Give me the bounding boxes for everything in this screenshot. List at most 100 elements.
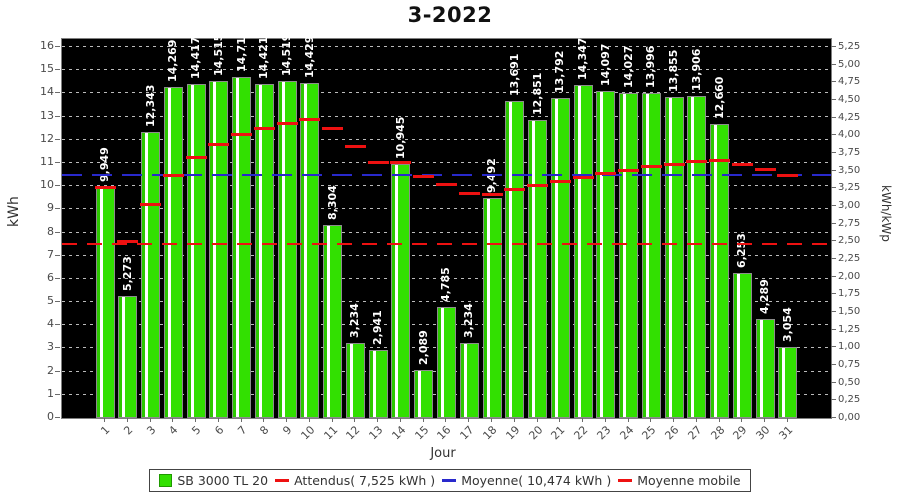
left-axis-tick	[55, 277, 60, 279]
gridline	[62, 69, 831, 71]
moyenne-mobile-segment	[322, 127, 344, 131]
right-axis-tick	[831, 187, 836, 189]
x-axis-tick	[445, 418, 447, 422]
x-axis-tick	[331, 418, 333, 422]
left-axis-tick-label: 6	[47, 270, 54, 284]
left-axis-tick-label: 5	[47, 294, 54, 308]
chart-title: 3-2022	[407, 3, 493, 27]
bar-day-23	[596, 91, 616, 418]
left-axis-tick-label: 0	[47, 410, 54, 423]
left-axis-tick	[55, 417, 60, 418]
right-axis-tick	[831, 81, 836, 83]
right-axis-tick	[831, 399, 836, 401]
x-axis-tick	[582, 418, 584, 422]
moyenne-mobile-segment	[572, 175, 594, 179]
right-axis-tick	[831, 381, 836, 383]
bar-value-label: 14,519	[280, 33, 294, 77]
x-axis-tick	[354, 418, 356, 422]
bar-day-25	[641, 93, 661, 418]
left-axis-tick	[55, 138, 60, 140]
bar-day-21	[550, 98, 570, 418]
right-axis-tick	[831, 293, 836, 295]
bar-value-label: 2,941	[371, 310, 385, 345]
right-axis-tick-label: 3,75	[838, 147, 861, 158]
legend-item-attendus: Attendus( 7,525 kWh )	[275, 473, 435, 488]
bar-value-label: 14,429	[302, 35, 316, 79]
x-axis-tick	[149, 418, 151, 422]
bar-value-label: 13,792	[553, 50, 567, 94]
moyenne-mobile-segment	[595, 171, 617, 175]
left-axis-tick-label: 13	[40, 108, 54, 122]
legend-series-label: SB 3000 TL 20	[177, 473, 269, 488]
bar-value-label: 12,851	[530, 72, 544, 116]
bar-day-24	[619, 92, 639, 418]
left-axis-tick-label: 14	[40, 85, 54, 99]
right-axis-tick	[831, 63, 836, 65]
moyenne-mobile-segment	[299, 117, 321, 121]
bar-value-label: 13,855	[667, 49, 681, 92]
x-axis-tick	[513, 418, 515, 422]
x-axis-tick	[126, 418, 128, 422]
bar-value-label: 4,785	[439, 267, 453, 303]
right-axis-tick	[831, 240, 836, 242]
left-axis-tick	[55, 185, 60, 187]
bar-value-label: 12,343	[143, 84, 157, 127]
moyenne-mobile-segment	[276, 121, 298, 125]
moyenne-mobile-segment	[390, 160, 412, 164]
right-axis-tick-label: 1,00	[838, 341, 861, 353]
moyenne-mobile-segment	[527, 184, 549, 188]
bar-value-label: 14,714	[234, 29, 248, 72]
gridline	[62, 92, 831, 94]
bar-day-20	[528, 120, 548, 418]
x-axis-title: Jour	[430, 446, 456, 461]
left-axis-tick	[55, 115, 60, 117]
bar-day-15	[414, 369, 434, 418]
moyenne-mobile-segment	[640, 165, 662, 169]
bar-day-29	[732, 273, 752, 418]
bar-value-label: 13,691	[507, 53, 521, 96]
bar-day-16	[436, 307, 456, 418]
bar-day-27	[687, 95, 707, 418]
bar-value-label: 14,097	[598, 43, 612, 87]
bar-value-label: 13,906	[689, 48, 703, 91]
left-axis-tick	[55, 254, 60, 256]
bar-day-31	[778, 347, 798, 418]
moyenne-mobile-segment	[94, 185, 116, 189]
right-axis-tick-label: 1,75	[838, 288, 861, 300]
x-axis-tick	[741, 418, 743, 422]
moyenne-mobile-segment	[481, 192, 503, 196]
right-axis-tick	[831, 169, 836, 171]
bar-day-30	[755, 318, 775, 418]
x-axis-tick	[650, 418, 652, 422]
bar-day-18	[482, 197, 502, 418]
right-axis-tick-label: 3,00	[838, 200, 861, 211]
moyenne-mobile-segment	[435, 182, 457, 186]
gridline	[62, 115, 831, 117]
plot-area: 9,949 5,273 12,343 14,269 14,417 14,515 14,714…	[61, 29, 832, 419]
moyenne-line	[62, 174, 831, 177]
gridline	[62, 277, 831, 279]
right-axis-tick	[831, 222, 836, 224]
right-axis-tick-label: 2,00	[838, 270, 861, 282]
legend: SB 3000 TL 20 Attendus( 7,525 kWh ) Moye…	[149, 469, 751, 492]
bar-day-13	[368, 349, 388, 418]
left-axis-tick-label: 7	[47, 247, 54, 261]
left-axis-tick	[55, 301, 60, 303]
bar-value-label: 3,054	[780, 307, 794, 343]
x-axis-tick	[240, 418, 242, 422]
right-axis-tick-label: 0,00	[838, 412, 861, 423]
left-axis-tick	[55, 69, 60, 71]
legend-container: SB 3000 TL 20 Attendus( 7,525 kWh ) Moye…	[0, 469, 900, 492]
bar-value-label: 5,273	[120, 255, 134, 291]
right-axis-tick-label: 5,00	[838, 58, 861, 70]
bar-day-7	[232, 76, 252, 418]
x-axis-tick	[263, 418, 265, 422]
gridline	[62, 231, 831, 233]
bar-value-label: 14,417	[189, 36, 203, 79]
moyenne-mobile-segment	[777, 173, 799, 177]
right-axis-tick-label: 3,50	[838, 164, 861, 176]
x-axis-tick	[559, 418, 561, 422]
right-axis-tick	[831, 364, 836, 365]
attendus-dash-icon	[275, 479, 290, 482]
